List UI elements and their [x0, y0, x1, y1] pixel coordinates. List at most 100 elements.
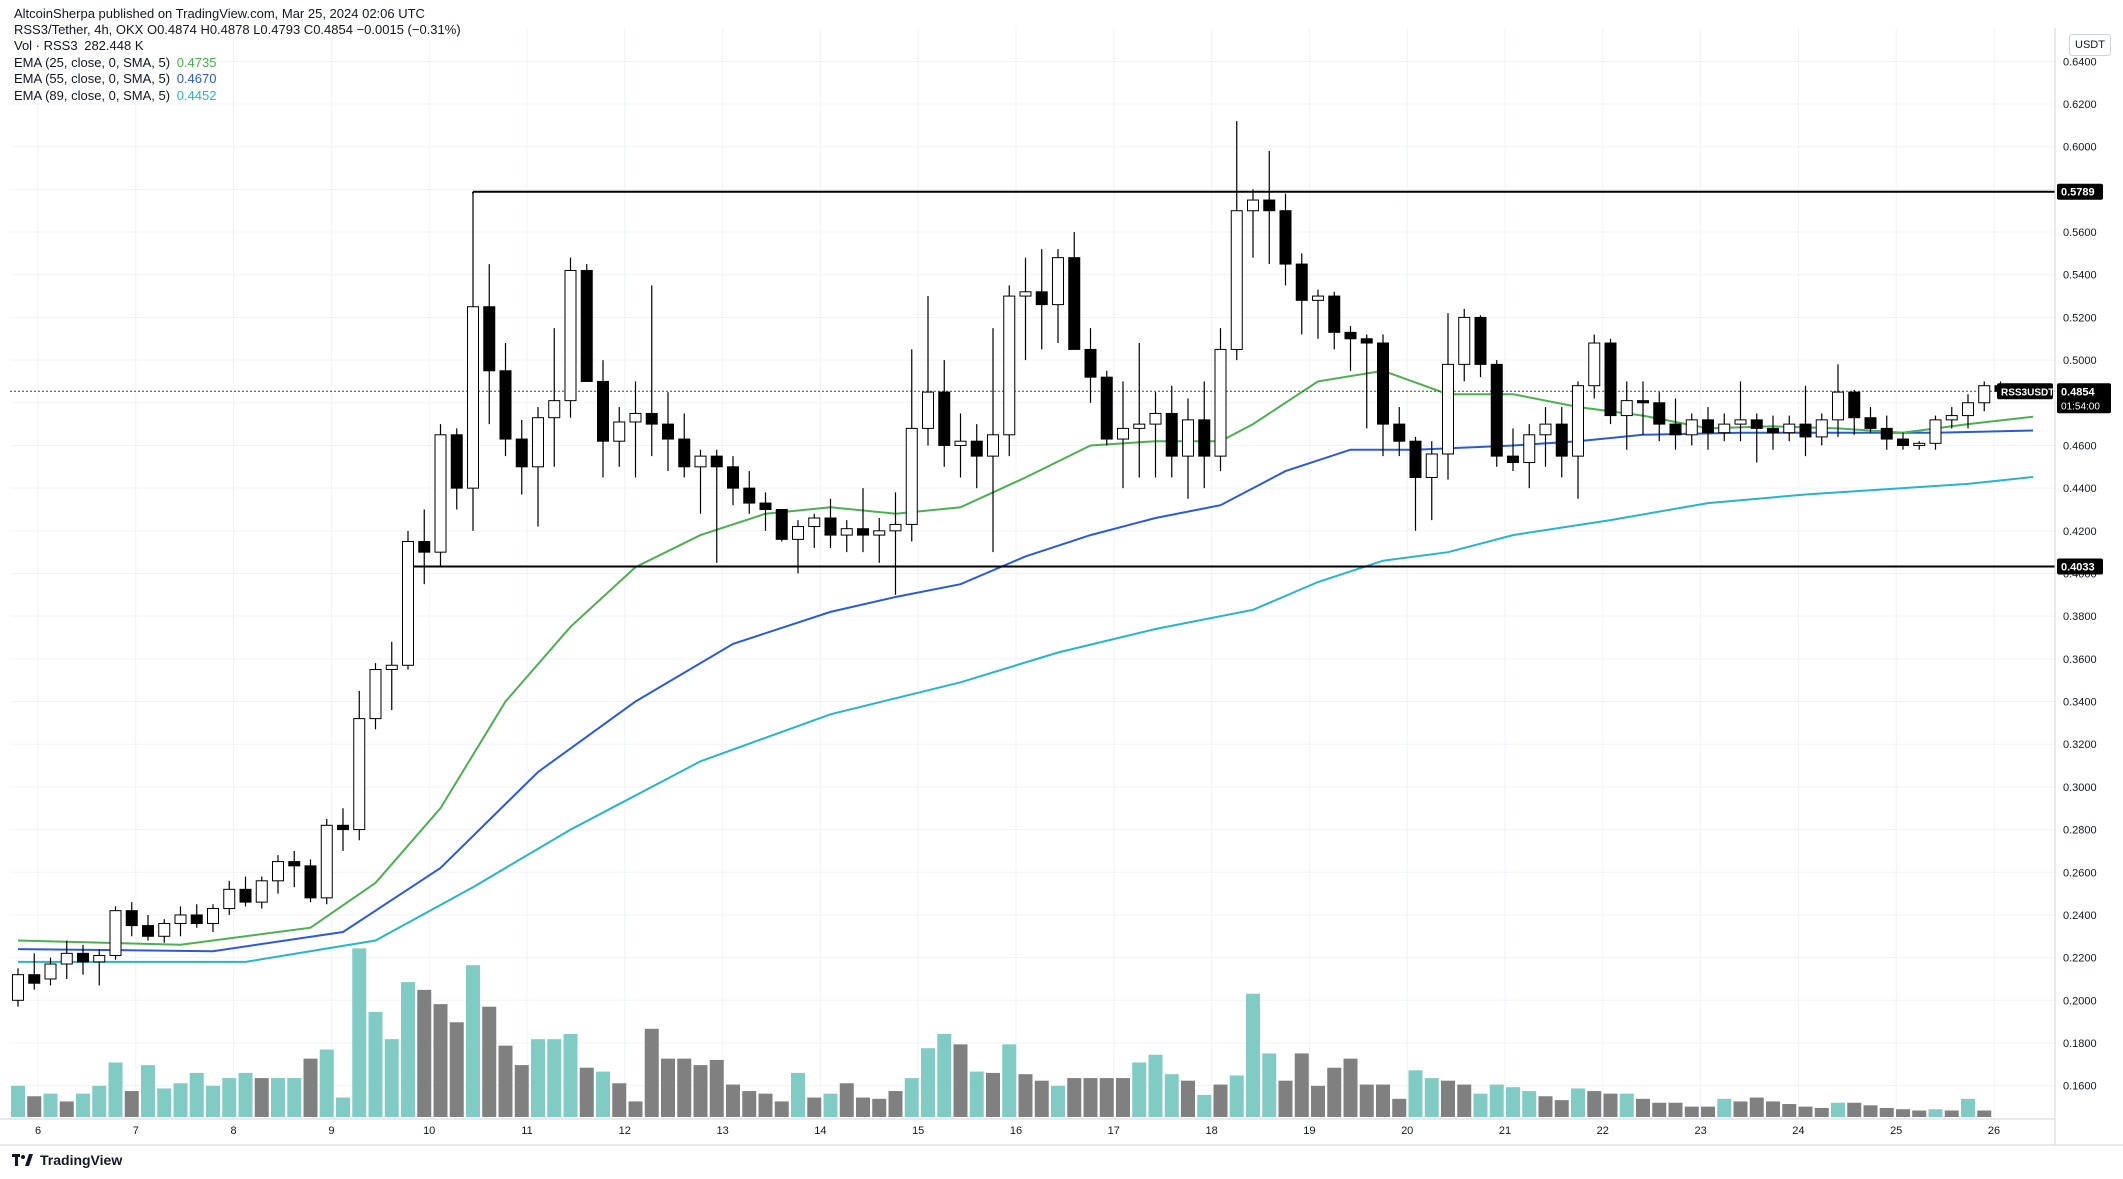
candle[interactable]: [548, 328, 561, 467]
candle[interactable]: [1962, 394, 1974, 429]
candle[interactable]: [1929, 415, 1942, 450]
candle[interactable]: [1750, 413, 1763, 463]
candle[interactable]: [1279, 193, 1292, 286]
candle[interactable]: [645, 285, 658, 457]
candle[interactable]: [1832, 364, 1844, 437]
candle[interactable]: [1149, 392, 1162, 478]
candle[interactable]: [1214, 328, 1227, 472]
candle[interactable]: [1474, 315, 1487, 378]
range-lines[interactable]: [10, 190, 2055, 568]
candle[interactable]: [759, 492, 772, 531]
candle[interactable]: [1377, 334, 1389, 457]
candle[interactable]: [77, 944, 89, 975]
candle[interactable]: [434, 424, 447, 568]
candle[interactable]: [1718, 413, 1731, 442]
candle[interactable]: [158, 919, 171, 943]
candle[interactable]: [369, 663, 382, 730]
candle[interactable]: [223, 880, 236, 915]
candle[interactable]: [402, 530, 414, 670]
candle[interactable]: [1604, 338, 1617, 425]
resistance-price-tag[interactable]: 0.5789: [2057, 183, 2103, 200]
candle[interactable]: [467, 193, 479, 531]
ema55-legend[interactable]: EMA (55, close, 0, SMA, 5) 0.4670: [14, 71, 216, 86]
candle[interactable]: [1003, 285, 1016, 457]
candle[interactable]: [889, 492, 902, 595]
candle[interactable]: [288, 850, 301, 888]
candle[interactable]: [174, 906, 187, 937]
candle[interactable]: [1490, 360, 1503, 467]
candle[interactable]: [1312, 289, 1324, 339]
candle[interactable]: [1669, 398, 1682, 450]
candle[interactable]: [272, 855, 284, 894]
ema89-legend[interactable]: EMA (89, close, 0, SMA, 5) 0.4452: [14, 88, 216, 103]
candle[interactable]: [125, 902, 138, 937]
volume-legend[interactable]: Vol · RSS3 282.448 K: [14, 38, 144, 53]
symbol-tag[interactable]: RSS3USDT: [1997, 383, 2054, 400]
candle[interactable]: [1328, 291, 1341, 350]
candle[interactable]: [353, 690, 366, 841]
candle[interactable]: [1052, 249, 1064, 344]
candle[interactable]: [1913, 441, 1926, 450]
candle[interactable]: [1555, 407, 1568, 478]
candle[interactable]: [1978, 381, 1991, 412]
candle[interactable]: [1425, 441, 1438, 521]
candle[interactable]: [1897, 432, 1909, 450]
candle[interactable]: [418, 509, 431, 585]
candle[interactable]: [938, 360, 951, 467]
candle[interactable]: [1198, 381, 1211, 489]
candle[interactable]: [987, 328, 999, 553]
candle[interactable]: [1685, 413, 1698, 446]
candle[interactable]: [499, 343, 512, 457]
candle[interactable]: [970, 424, 983, 489]
candle[interactable]: [1945, 407, 1958, 429]
candle[interactable]: [255, 876, 268, 909]
candle[interactable]: [320, 818, 333, 905]
candle[interactable]: [1734, 381, 1747, 442]
candle[interactable]: [824, 498, 837, 548]
candle[interactable]: [1084, 328, 1097, 403]
candle[interactable]: [1572, 381, 1584, 499]
candle[interactable]: [109, 906, 122, 960]
candle[interactable]: [1182, 398, 1194, 499]
candle[interactable]: [93, 949, 106, 986]
candle[interactable]: [44, 957, 57, 986]
candle[interactable]: [1523, 424, 1536, 489]
candle[interactable]: [337, 808, 349, 851]
candle[interactable]: [580, 264, 593, 382]
ema25-legend[interactable]: EMA (25, close, 0, SMA, 5) 0.4735: [14, 55, 216, 70]
candle[interactable]: [385, 641, 398, 711]
candle[interactable]: [873, 518, 886, 563]
candle[interactable]: [1230, 121, 1243, 361]
candle[interactable]: [629, 381, 642, 478]
candle[interactable]: [1100, 370, 1113, 446]
candle[interactable]: [304, 859, 317, 903]
candle[interactable]: [190, 904, 203, 928]
candle[interactable]: [1588, 334, 1601, 399]
candle[interactable]: [12, 968, 24, 1007]
candle[interactable]: [662, 392, 674, 472]
candle[interactable]: [922, 296, 934, 446]
candle[interactable]: [1864, 407, 1877, 433]
candle[interactable]: [840, 520, 853, 553]
candle[interactable]: [1539, 407, 1552, 467]
support-price-tag[interactable]: 0.4033: [2057, 558, 2103, 575]
candle[interactable]: [483, 264, 496, 425]
candle[interactable]: [905, 349, 918, 542]
candle[interactable]: [1344, 325, 1357, 371]
candle[interactable]: [28, 953, 41, 990]
candle[interactable]: [857, 488, 869, 553]
candle[interactable]: [515, 419, 528, 495]
candle[interactable]: [954, 413, 967, 478]
candle[interactable]: [743, 471, 756, 514]
candle[interactable]: [678, 413, 691, 478]
candle[interactable]: [1133, 343, 1146, 478]
candle[interactable]: [239, 876, 252, 907]
candle[interactable]: [1360, 334, 1373, 429]
candle[interactable]: [1019, 257, 1032, 361]
candle[interactable]: [1295, 253, 1308, 335]
candle[interactable]: [1035, 249, 1048, 350]
candle[interactable]: [1620, 381, 1633, 450]
tradingview-logo[interactable]: TradingView: [12, 1152, 122, 1168]
candle[interactable]: [532, 407, 544, 527]
